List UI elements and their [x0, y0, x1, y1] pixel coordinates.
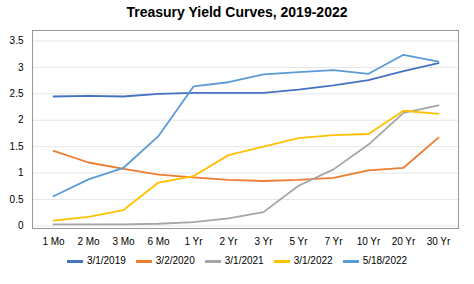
svg-text:6 Mo: 6 Mo: [147, 236, 170, 247]
svg-text:1.5: 1.5: [10, 141, 24, 152]
svg-text:3: 3: [18, 62, 24, 73]
svg-text:2: 2: [18, 114, 24, 125]
svg-text:1 Mo: 1 Mo: [42, 236, 65, 247]
html-text:3/1/2021: 3/1/2021: [224, 255, 264, 266]
svg-text:3.5: 3.5: [10, 35, 24, 46]
svg-text:20 Yr: 20 Yr: [392, 236, 416, 247]
html-text:5/18/2022: 5/18/2022: [362, 255, 408, 266]
html-text:3/1/2022: 3/1/2022: [293, 255, 333, 266]
html-text:Treasury Yield Curves, 2019-20: Treasury Yield Curves, 2019-2022: [126, 4, 348, 20]
svg-text:3 Mo: 3 Mo: [112, 236, 135, 247]
svg-text:0: 0: [18, 220, 24, 231]
svg-text:10 Yr: 10 Yr: [357, 236, 381, 247]
svg-text:1 Yr: 1 Yr: [184, 236, 203, 247]
html-text:3/2/2020: 3/2/2020: [155, 255, 195, 266]
svg-text:2 Mo: 2 Mo: [77, 236, 100, 247]
svg-text:2 Yr: 2 Yr: [219, 236, 238, 247]
svg-text:0.5: 0.5: [10, 194, 24, 205]
html-text:3/1/2019: 3/1/2019: [86, 255, 126, 266]
svg-text:30 Yr: 30 Yr: [427, 236, 451, 247]
svg-text:1: 1: [18, 167, 24, 178]
svg-text:2.5: 2.5: [10, 88, 24, 99]
svg-text:5 Yr: 5 Yr: [289, 236, 308, 247]
svg-text:3 Yr: 3 Yr: [254, 236, 273, 247]
svg-text:7 Yr: 7 Yr: [324, 236, 343, 247]
